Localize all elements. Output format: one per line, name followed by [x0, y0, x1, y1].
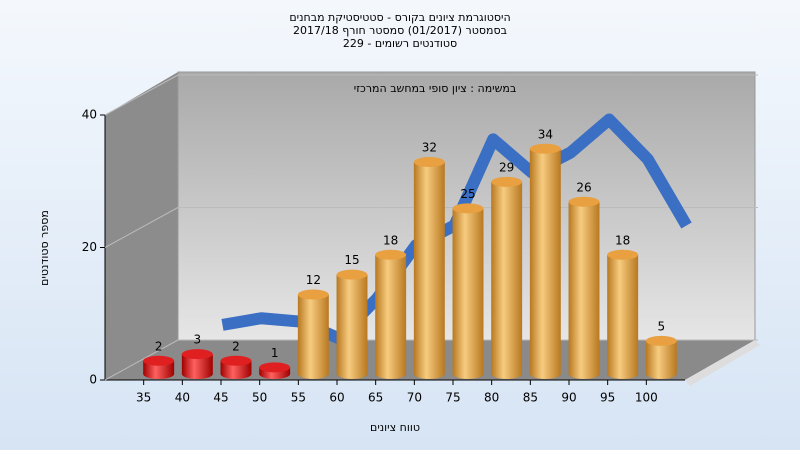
bar [568, 201, 600, 374]
bar-base [413, 369, 445, 379]
grid-line [104, 207, 179, 248]
y-tick-label: 40 [82, 108, 97, 122]
bar [491, 181, 523, 374]
bar-top [413, 157, 445, 167]
x-tick-label: 70 [407, 391, 422, 405]
y-tick-label: 20 [82, 240, 97, 254]
bar-top [259, 362, 291, 373]
left-wall [105, 72, 178, 380]
bar [413, 162, 445, 374]
bar-base [143, 369, 175, 379]
bar-top [645, 335, 677, 346]
bar [297, 294, 329, 374]
bar [607, 254, 639, 374]
x-tick-label: 50 [252, 391, 267, 405]
data-label: 1 [271, 346, 279, 360]
title-line: סטודנטים רשומים - 229 [343, 37, 457, 50]
bar-base [336, 369, 368, 379]
bar [452, 208, 484, 374]
x-axis-label: טווח ציונים [370, 421, 420, 434]
bar-top [375, 249, 407, 260]
title-line: בסמסטר (01/2017) סמסטר חורף 2017/18 [293, 24, 507, 37]
x-tick-label: 40 [175, 391, 190, 405]
bar [336, 274, 368, 374]
data-label: 34 [538, 127, 553, 141]
bar-top [452, 203, 484, 214]
x-tick-label: 75 [445, 391, 460, 405]
bar-base [181, 369, 213, 379]
bar-top [568, 196, 600, 207]
bar-top [220, 355, 252, 366]
x-tick-label: 65 [368, 391, 383, 405]
bar-top [491, 176, 523, 187]
grid-line [104, 339, 179, 381]
floor-edge [685, 340, 760, 386]
data-label: 18 [383, 233, 398, 247]
data-label: 2 [232, 339, 240, 353]
bar [181, 354, 213, 374]
x-tick-label: 45 [213, 391, 228, 405]
bar-base [529, 369, 561, 379]
x-tick-label: 85 [523, 391, 538, 405]
bar-base [491, 369, 523, 379]
bar-base [452, 369, 484, 379]
data-label: 2 [155, 339, 163, 353]
bar-base [645, 369, 677, 379]
x-tick-label: 90 [561, 391, 576, 405]
subtitle: במשימה : ציון סופי במחשב המרכזי [354, 82, 517, 95]
data-label: 3 [194, 333, 202, 347]
y-tick-label: 0 [89, 373, 97, 387]
bar-base [220, 369, 252, 379]
bar-base [607, 369, 639, 379]
bar-top [143, 355, 175, 366]
bar [375, 254, 407, 374]
data-label: 12 [306, 273, 321, 287]
bar [529, 148, 561, 374]
bar-base [568, 369, 600, 379]
bar [645, 340, 677, 374]
data-label: 25 [460, 187, 475, 201]
title-line: היסטוגרמת ציונים בקורס - סטטיסטיקת מבחני… [289, 11, 510, 24]
data-label: 5 [658, 319, 666, 333]
x-tick-label: 100 [635, 391, 658, 405]
x-tick-label: 80 [484, 391, 499, 405]
x-tick-label: 35 [136, 391, 151, 405]
grid-line [104, 74, 179, 116]
bar-base [375, 369, 407, 379]
data-label: 15 [344, 253, 359, 267]
data-label: 29 [499, 160, 514, 174]
y-axis-label: מספר סטודנטים [38, 210, 51, 286]
data-label: 32 [422, 141, 437, 155]
x-tick-label: 95 [600, 391, 615, 405]
x-tick-label: 60 [329, 391, 344, 405]
bar-top [529, 143, 561, 154]
data-label: 26 [576, 180, 591, 194]
bar-top [607, 249, 639, 260]
bar-top [181, 349, 213, 360]
data-label: 18 [615, 233, 630, 247]
bar-top [336, 269, 368, 280]
bar-top [297, 289, 329, 300]
x-tick-label: 55 [291, 391, 306, 405]
bar-base [297, 369, 329, 379]
